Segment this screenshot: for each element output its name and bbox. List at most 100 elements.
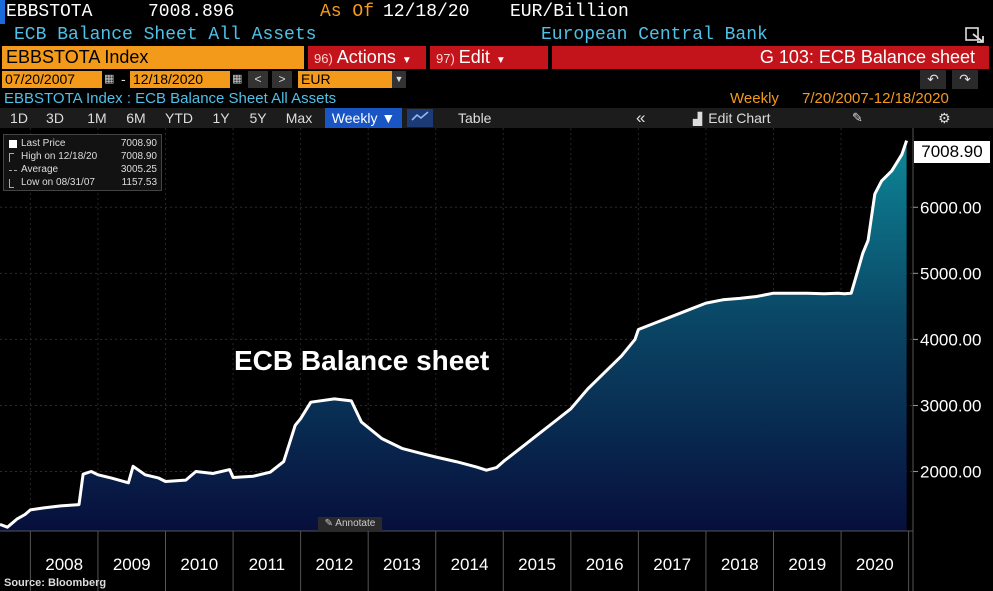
security-description: ECB Balance Sheet All Assets <box>14 25 317 45</box>
index-field[interactable]: EBBSTOTA Index <box>2 46 304 69</box>
security-header: EBBSTOTA 7008.896 As Of 12/18/20 EUR/Bil… <box>0 0 993 24</box>
x-tick-label: 2019 <box>788 555 826 574</box>
y-tick-label: 3000.00 <box>920 396 981 415</box>
x-tick-label: 2010 <box>180 555 218 574</box>
y-tick-label: 2000.00 <box>920 463 981 482</box>
low-marker-icon <box>9 179 14 188</box>
chart-subtitle: EBBSTOTA Index : ECB Balance Sheet All A… <box>0 89 993 108</box>
command-bar: EBBSTOTA Index 96) Actions ▼ 97) Edit ▼ G 10… <box>0 46 993 70</box>
next-period-button[interactable]: > <box>272 71 292 88</box>
y-tick-label: 5000.00 <box>920 264 981 283</box>
series-line <box>0 140 909 529</box>
undo-button[interactable]: ↶ <box>920 70 946 89</box>
edit-number: 97) <box>436 51 455 66</box>
x-tick-label: 2018 <box>721 555 759 574</box>
period-select[interactable]: Weekly ▼ <box>325 108 402 128</box>
x-tick-label: 2008 <box>45 555 83 574</box>
description-row: ECB Balance Sheet All Assets European Ce… <box>0 24 993 46</box>
legend-last-price: Last Price 7008.90 <box>7 138 160 151</box>
legend-value: 1157.53 <box>121 177 157 188</box>
date-separator: - <box>121 71 126 87</box>
x-tick-label: 2011 <box>249 555 286 574</box>
legend-label: Low on 08/31/07 <box>21 177 95 188</box>
average-marker-icon <box>9 170 17 171</box>
chart-icon: ▟ <box>693 112 703 126</box>
data-source-name: European Central Bank <box>541 25 768 45</box>
x-tick-label: 2013 <box>383 555 421 574</box>
chart-annotation: ECB Balance sheet <box>234 345 490 376</box>
x-tick-label: 2016 <box>586 555 624 574</box>
y-tick-label: 4000.00 <box>920 330 981 349</box>
legend-average: Average 3005.25 <box>7 164 160 177</box>
pencil-icon[interactable]: ✎ <box>852 110 863 125</box>
y-tick-label: 6000.00 <box>920 198 981 217</box>
page-title: G 103: ECB Balance sheet <box>552 46 989 69</box>
range-5y-button[interactable]: 5Y <box>249 110 267 126</box>
actions-number: 96) <box>314 51 333 66</box>
start-date-field[interactable]: 07/20/2007 <box>2 71 102 88</box>
range-max-button[interactable]: Max <box>285 110 313 126</box>
chevron-down-icon: ▼ <box>401 55 412 66</box>
legend-value: 7008.90 <box>120 151 157 162</box>
legend-label: Average <box>21 164 59 175</box>
x-tick-label: 2012 <box>315 555 353 574</box>
subtitle-range: 7/20/2007-12/18/2020 <box>802 90 949 107</box>
end-date-field[interactable]: 12/18/2020 <box>130 71 230 88</box>
calendar-icon[interactable]: ▦ <box>104 73 115 85</box>
area-fill <box>0 140 907 531</box>
range-6m-button[interactable]: 6M <box>126 110 146 126</box>
actions-label: Actions <box>336 47 396 67</box>
range-1d-button[interactable]: 1D <box>10 110 28 126</box>
gear-icon[interactable]: ⚙ <box>938 110 951 126</box>
subtitle-description: EBBSTOTA Index : ECB Balance Sheet All A… <box>4 90 337 107</box>
x-tick-label: 2009 <box>113 555 151 574</box>
range-1m-button[interactable]: 1M <box>87 110 107 126</box>
prev-period-button[interactable]: < <box>248 71 268 88</box>
actions-menu[interactable]: 96) Actions ▼ <box>308 46 426 69</box>
subtitle-frequency: Weekly <box>730 90 779 107</box>
x-tick-label: 2020 <box>856 555 894 574</box>
currency-select[interactable]: EUR <box>298 71 392 88</box>
annotate-button[interactable]: ✎ Annotate <box>318 517 382 531</box>
export-icon[interactable] <box>965 26 985 44</box>
collapse-icon[interactable]: « <box>636 108 646 127</box>
legend-label: High on 12/18/20 <box>21 151 98 162</box>
high-marker-icon <box>9 153 14 162</box>
ticker[interactable]: EBBSTOTA <box>6 2 93 22</box>
chart-toolbar: 1D 3D 1M 6M YTD 1Y 5Y Max Weekly ▼ Table… <box>0 108 993 128</box>
edit-chart-label: Edit Chart <box>708 110 771 126</box>
x-tick-label: 2014 <box>451 555 489 574</box>
range-3d-button[interactable]: 3D <box>46 110 64 126</box>
edit-chart-button[interactable]: ▟ Edit Chart <box>693 108 770 128</box>
x-tick-label: 2017 <box>653 555 691 574</box>
chart: 2000.00 3000.00 4000.00 5000.00 6000.00 2008… <box>0 128 981 591</box>
line-chart-icon[interactable] <box>407 109 433 127</box>
edit-label: Edit <box>458 47 490 67</box>
edit-menu[interactable]: 97) Edit ▼ <box>430 46 548 69</box>
as-of-label: As Of <box>320 2 375 22</box>
chevron-down-icon[interactable]: ▼ <box>392 71 406 88</box>
pencil-icon: ✎ <box>324 518 336 529</box>
legend-value: 7008.90 <box>120 138 157 149</box>
table-button[interactable]: Table <box>458 110 492 126</box>
legend-low: Low on 08/31/07 1157.53 <box>7 177 160 190</box>
legend-value: 3005.25 <box>120 164 157 175</box>
legend-high: High on 12/18/20 7008.90 <box>7 151 160 164</box>
units: EUR/Billion <box>510 2 629 22</box>
ticker-marker <box>0 0 5 24</box>
last-price: 7008.896 <box>148 2 235 22</box>
legend-swatch <box>9 140 17 148</box>
range-1y-button[interactable]: 1Y <box>212 110 230 126</box>
date-range-bar: 07/20/2007 ▦ - 12/18/2020 ▦ < > EUR ▼ ↶ … <box>0 70 993 90</box>
annotate-label: Annotate <box>335 518 376 529</box>
chevron-down-icon: ▼ <box>495 55 506 66</box>
source-note: Source: Bloomberg <box>4 577 107 589</box>
redo-button[interactable]: ↷ <box>952 70 978 89</box>
range-ytd-button[interactable]: YTD <box>165 110 193 126</box>
last-value-tag: 7008.90 <box>914 141 990 163</box>
x-tick-label: 2015 <box>518 555 556 574</box>
as-of-date: 12/18/20 <box>383 2 470 22</box>
legend-label: Last Price <box>21 138 66 149</box>
calendar-icon[interactable]: ▦ <box>232 73 243 85</box>
legend: Last Price 7008.90 High on 12/18/20 7008… <box>3 134 162 191</box>
